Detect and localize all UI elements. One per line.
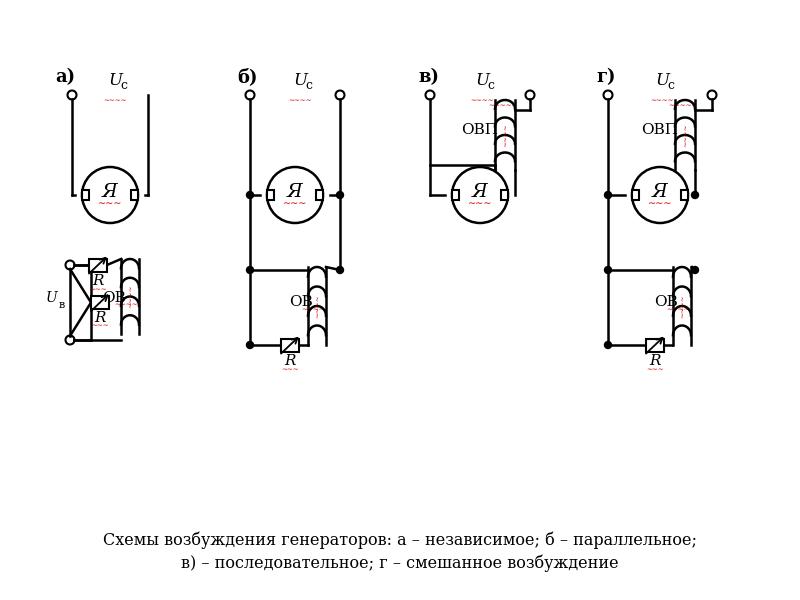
Text: ∼∼∼: ∼∼∼: [468, 198, 492, 208]
Text: с: с: [487, 79, 494, 92]
Text: ∼∼∼∼∼: ∼∼∼∼∼: [668, 102, 698, 108]
Text: R: R: [94, 311, 106, 325]
Text: U: U: [46, 290, 58, 304]
Text: с: с: [667, 79, 674, 92]
Text: с: с: [121, 79, 127, 92]
Text: ∼∼∼∼: ∼∼∼∼: [114, 301, 138, 307]
Text: ∼∼∼: ∼∼∼: [89, 286, 107, 292]
Text: ∼∼∼∼: ∼∼∼∼: [288, 97, 312, 103]
Text: Схемы возбуждения генераторов: а – независимое; б – параллельное;: Схемы возбуждения генераторов: а – незав…: [103, 531, 697, 549]
Text: ОВП: ОВП: [642, 123, 678, 137]
Text: ∼∼∼∼: ∼∼∼∼: [679, 294, 685, 318]
Text: ∼∼∼: ∼∼∼: [91, 323, 109, 329]
Bar: [131, 190, 138, 200]
Text: Я: Я: [102, 183, 118, 201]
Text: U: U: [475, 72, 489, 89]
Bar: [452, 190, 459, 200]
Text: R: R: [92, 274, 104, 288]
Text: R: R: [650, 354, 661, 368]
Circle shape: [691, 191, 698, 199]
Text: U: U: [655, 72, 669, 89]
Text: ∼∼∼∼: ∼∼∼∼: [682, 123, 688, 147]
Text: ОВ: ОВ: [102, 290, 126, 304]
Bar: [646, 338, 664, 352]
Bar: [82, 190, 89, 200]
Text: ∼∼∼∼∼: ∼∼∼∼∼: [488, 102, 518, 108]
Bar: [281, 338, 299, 352]
Circle shape: [605, 341, 611, 349]
Text: а): а): [55, 68, 75, 86]
Text: Я: Я: [472, 183, 488, 201]
Text: Я: Я: [287, 183, 303, 201]
Bar: [267, 190, 274, 200]
Text: ОВ: ОВ: [289, 295, 313, 310]
Circle shape: [246, 191, 254, 199]
Text: U: U: [108, 72, 122, 89]
Text: U: U: [293, 72, 307, 89]
Text: ∼∼∼∼: ∼∼∼∼: [650, 97, 674, 103]
Circle shape: [605, 191, 611, 199]
Text: ∼∼∼: ∼∼∼: [98, 198, 122, 208]
Text: в): в): [418, 68, 439, 86]
Text: ∼∼∼∼: ∼∼∼∼: [502, 123, 508, 147]
Text: г): г): [596, 68, 615, 86]
Text: ОВ: ОВ: [654, 295, 678, 310]
Text: ОВП: ОВП: [462, 123, 498, 137]
Text: R: R: [284, 354, 296, 368]
Text: ∼∼∼: ∼∼∼: [283, 198, 307, 208]
Text: ∼∼∼∼: ∼∼∼∼: [127, 285, 133, 308]
Text: ∼∼∼∼: ∼∼∼∼: [314, 294, 320, 318]
Circle shape: [605, 266, 611, 274]
Text: б): б): [237, 68, 258, 86]
Text: в) – последовательное; г – смешанное возбуждение: в) – последовательное; г – смешанное воз…: [181, 554, 619, 572]
Text: Я: Я: [652, 183, 668, 201]
Text: ∼∼∼∼: ∼∼∼∼: [302, 307, 325, 313]
Circle shape: [337, 191, 343, 199]
Bar: [316, 190, 323, 200]
Circle shape: [246, 266, 254, 274]
Circle shape: [337, 266, 343, 274]
Text: в: в: [59, 299, 65, 310]
Text: ∼∼∼: ∼∼∼: [281, 366, 299, 372]
Bar: [681, 190, 688, 200]
Text: ∼∼∼: ∼∼∼: [646, 366, 664, 372]
Text: ∼∼∼∼: ∼∼∼∼: [103, 97, 126, 103]
Text: с: с: [306, 79, 313, 92]
Bar: [501, 190, 508, 200]
Bar: [89, 259, 107, 271]
Text: ∼∼∼: ∼∼∼: [648, 198, 672, 208]
Text: ∼∼∼∼: ∼∼∼∼: [666, 307, 690, 313]
Bar: [91, 296, 109, 309]
Text: ∼∼∼∼: ∼∼∼∼: [470, 97, 494, 103]
Circle shape: [246, 341, 254, 349]
Bar: [632, 190, 639, 200]
Circle shape: [691, 266, 698, 274]
